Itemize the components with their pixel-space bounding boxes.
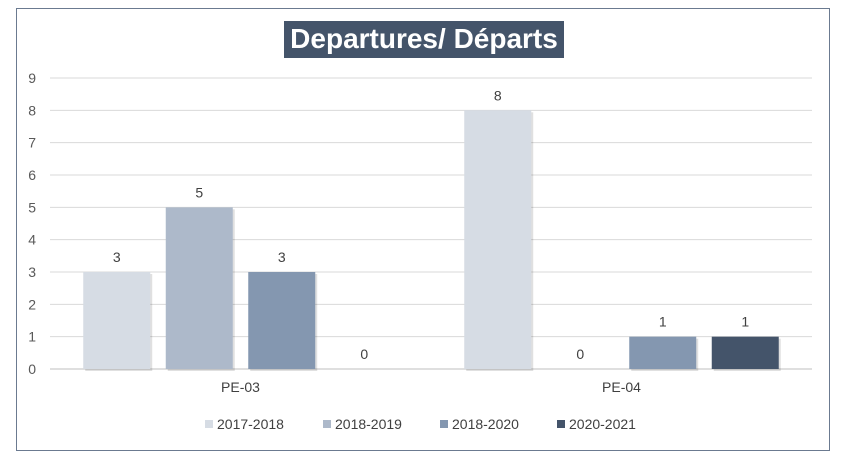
data-label: 1 <box>741 314 749 330</box>
legend-label: 2018-2019 <box>335 416 402 432</box>
x-category-label: PE-03 <box>221 379 260 395</box>
y-tick-label: 9 <box>28 70 36 86</box>
y-tick-label: 2 <box>28 296 36 312</box>
legend-swatch <box>323 420 331 428</box>
bar <box>248 272 316 369</box>
legend-label: 2017-2018 <box>217 416 284 432</box>
y-tick-label: 4 <box>28 232 36 248</box>
y-tick-label: 8 <box>28 102 36 118</box>
legend-swatch <box>440 420 448 428</box>
y-tick-label: 0 <box>28 361 36 377</box>
y-tick-label: 7 <box>28 135 36 151</box>
data-label: 8 <box>494 87 502 103</box>
y-tick-label: 3 <box>28 264 36 280</box>
bar <box>464 110 532 369</box>
data-label: 0 <box>576 346 584 362</box>
bar <box>165 207 233 369</box>
bar <box>711 336 779 369</box>
bar <box>629 336 697 369</box>
chart-frame: Departures/ Départs <box>16 8 830 451</box>
legend-swatch <box>557 420 565 428</box>
chart-title: Departures/ Départs <box>284 21 564 58</box>
y-tick-label: 6 <box>28 167 36 183</box>
bar <box>83 272 151 369</box>
data-label: 3 <box>278 249 286 265</box>
data-label: 3 <box>113 249 121 265</box>
data-label: 1 <box>659 314 667 330</box>
legend-label: 2018-2020 <box>452 416 519 432</box>
legend-swatch <box>205 420 213 428</box>
x-category-label: PE-04 <box>602 379 641 395</box>
data-label: 5 <box>195 184 203 200</box>
y-tick-label: 1 <box>28 329 36 345</box>
y-tick-label: 5 <box>28 199 36 215</box>
legend-label: 2020-2021 <box>569 416 636 432</box>
data-label: 0 <box>360 346 368 362</box>
